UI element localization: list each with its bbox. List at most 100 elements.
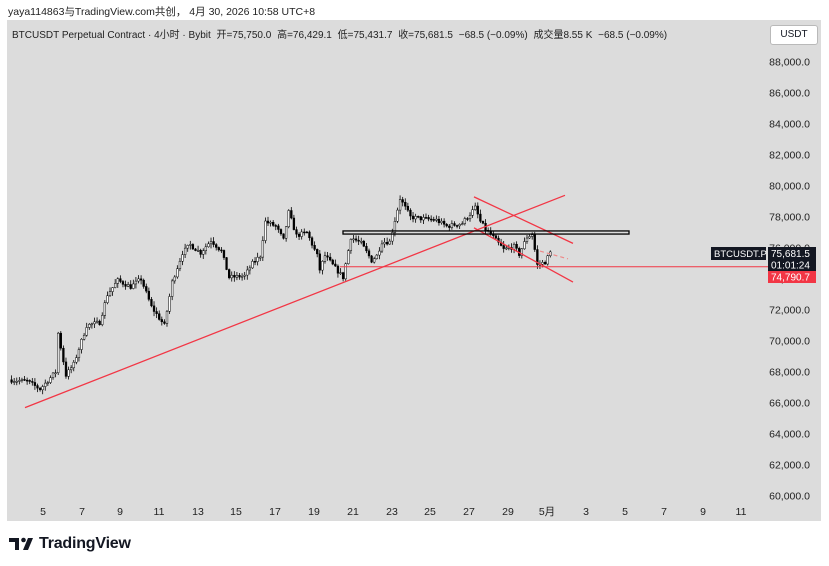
legend-symbol[interactable]: BTCUSDT Perpetual Contract · 4小时 · Bybit bbox=[12, 30, 211, 41]
candle-body bbox=[334, 263, 337, 267]
candle-body bbox=[189, 244, 192, 246]
candle-body bbox=[158, 313, 161, 320]
candle-body bbox=[365, 245, 368, 252]
candle-body bbox=[176, 268, 179, 278]
last-price-text: 75,681.5 bbox=[771, 249, 810, 260]
candle-body bbox=[292, 217, 296, 230]
candle-body bbox=[145, 286, 148, 292]
candle-body bbox=[147, 290, 151, 300]
candle-body bbox=[494, 235, 498, 239]
candle-body bbox=[124, 284, 127, 287]
candle-body bbox=[266, 220, 270, 224]
candle-body bbox=[119, 278, 122, 282]
candle-body bbox=[523, 241, 526, 250]
candle-body bbox=[515, 243, 518, 249]
candle-body bbox=[370, 255, 373, 263]
candle-body bbox=[318, 253, 321, 271]
candle-body bbox=[414, 216, 417, 220]
candle-body bbox=[230, 274, 233, 279]
candle-body bbox=[313, 245, 316, 250]
candle-body bbox=[287, 210, 290, 228]
candle-body bbox=[261, 240, 264, 258]
candle-body bbox=[62, 347, 65, 363]
chart-panel[interactable] bbox=[7, 20, 821, 521]
legend-close: 收=75,681.5 bbox=[398, 30, 453, 41]
candle-body bbox=[440, 220, 443, 224]
candle-body bbox=[51, 372, 55, 378]
candle-body bbox=[207, 243, 210, 248]
candle-body bbox=[282, 233, 285, 239]
currency-button[interactable]: USDT bbox=[770, 25, 818, 45]
tradingview-logo-icon bbox=[9, 537, 33, 550]
legend-low: 低=75,431.7 bbox=[337, 30, 393, 41]
candle-body bbox=[103, 302, 106, 316]
candle-body bbox=[41, 386, 44, 391]
x-tick-label: 9 bbox=[700, 506, 706, 518]
candle-body bbox=[181, 254, 184, 262]
legend-high: 高=76,429.1 bbox=[277, 30, 332, 41]
candle-body bbox=[116, 278, 119, 284]
legend-change: −68.5 (−0.09%) bbox=[458, 30, 528, 41]
candle-body bbox=[357, 239, 360, 242]
candle-body bbox=[98, 320, 101, 325]
candle-body bbox=[468, 215, 472, 220]
candle-body bbox=[360, 240, 363, 243]
x-tick-label: 5 bbox=[622, 506, 628, 518]
x-tick-label: 27 bbox=[463, 506, 475, 518]
candle-body bbox=[406, 205, 410, 211]
candle-body bbox=[409, 209, 412, 217]
candle-body bbox=[471, 209, 474, 216]
candle-body bbox=[300, 231, 303, 237]
candle-body bbox=[367, 250, 371, 257]
candle-body bbox=[347, 250, 350, 264]
candle-body bbox=[101, 315, 104, 325]
candle-body bbox=[380, 243, 384, 252]
candle-body bbox=[533, 234, 536, 250]
drawings-layer bbox=[24, 194, 768, 409]
candle-body bbox=[85, 327, 88, 336]
y-tick-label: 70,000.0 bbox=[769, 336, 810, 348]
candle-body bbox=[476, 205, 479, 215]
candle-body bbox=[354, 238, 358, 241]
x-tick-label: 5 bbox=[40, 506, 46, 518]
candle-body bbox=[344, 263, 347, 280]
candle-body bbox=[396, 209, 399, 222]
candle-body bbox=[546, 255, 549, 265]
candle-body bbox=[240, 275, 244, 278]
candle-body bbox=[323, 255, 327, 262]
candle-body bbox=[316, 249, 319, 255]
candle-body bbox=[479, 213, 482, 222]
candle-body bbox=[75, 357, 78, 363]
candle-body bbox=[64, 361, 68, 377]
candle-body bbox=[225, 257, 228, 270]
y-tick-label: 82,000.0 bbox=[769, 150, 810, 162]
candle-body bbox=[430, 218, 433, 221]
candle-body bbox=[341, 272, 345, 280]
candle-body bbox=[385, 242, 389, 245]
candle-body bbox=[235, 275, 239, 278]
candle-body bbox=[284, 226, 288, 239]
candle-body bbox=[67, 369, 70, 377]
candle-body bbox=[49, 377, 52, 383]
candle-body bbox=[455, 225, 459, 227]
candle-body bbox=[178, 260, 182, 270]
candle-body bbox=[199, 249, 202, 255]
candle-body bbox=[528, 236, 531, 239]
tradingview-logo[interactable]: TradingView bbox=[9, 535, 131, 553]
candle-body bbox=[290, 210, 293, 219]
x-tick-label: 29 bbox=[502, 506, 514, 518]
candle-body bbox=[398, 199, 402, 211]
candle-body bbox=[463, 218, 466, 224]
line-price-tag-bg bbox=[768, 271, 816, 283]
candle-body bbox=[253, 261, 257, 263]
candle-body bbox=[453, 223, 456, 226]
x-tick-label: 11 bbox=[736, 506, 747, 518]
channel-lower-line bbox=[473, 227, 574, 283]
x-tick-label: 17 bbox=[269, 506, 281, 518]
candle-body bbox=[375, 254, 378, 260]
candle-body bbox=[297, 233, 301, 237]
candle-body bbox=[46, 382, 50, 384]
candle-body bbox=[336, 265, 340, 274]
